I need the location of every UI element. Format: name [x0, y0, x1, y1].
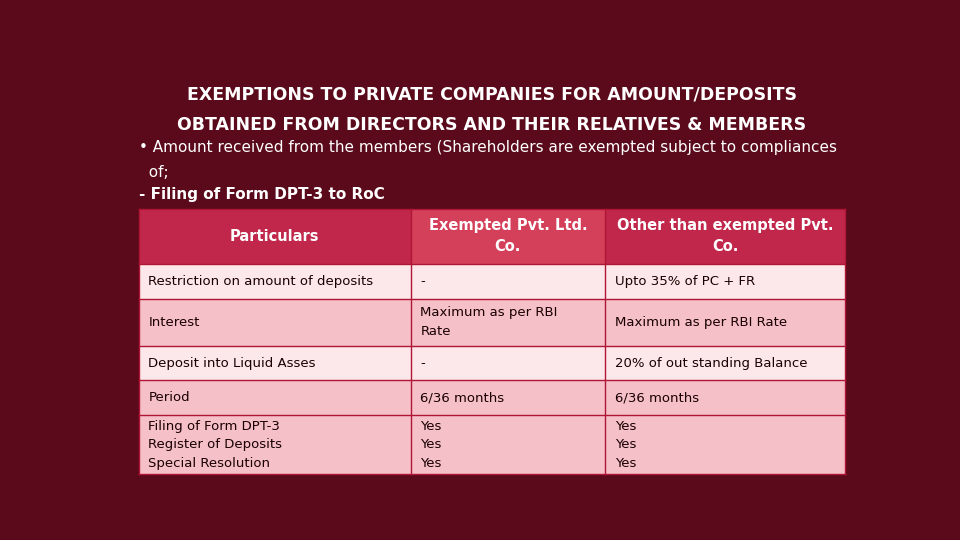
Text: Yes
Yes
Yes: Yes Yes Yes — [614, 420, 636, 470]
Bar — [605, 264, 846, 299]
Text: 6/36 months: 6/36 months — [420, 392, 505, 404]
Bar — [138, 381, 411, 415]
Bar — [411, 346, 605, 381]
Text: Maximum as per RBI
Rate: Maximum as per RBI Rate — [420, 307, 558, 338]
Text: of;: of; — [138, 165, 168, 180]
Bar — [411, 264, 605, 299]
Bar — [411, 415, 605, 475]
Text: Maximum as per RBI Rate: Maximum as per RBI Rate — [614, 316, 787, 329]
Bar — [605, 209, 846, 264]
Text: Interest: Interest — [148, 316, 200, 329]
Text: Restriction on amount of deposits: Restriction on amount of deposits — [148, 275, 373, 288]
Bar — [138, 264, 411, 299]
Bar — [411, 209, 605, 264]
Bar — [138, 415, 411, 475]
Text: Upto 35% of PC + FR: Upto 35% of PC + FR — [614, 275, 755, 288]
Text: Deposit into Liquid Asses: Deposit into Liquid Asses — [148, 356, 316, 369]
Bar — [411, 299, 605, 346]
Text: Other than exempted Pvt.
Co.: Other than exempted Pvt. Co. — [617, 218, 833, 254]
Bar — [605, 415, 846, 475]
Text: 6/36 months: 6/36 months — [614, 392, 699, 404]
Text: OBTAINED FROM DIRECTORS AND THEIR RELATIVES & MEMBERS: OBTAINED FROM DIRECTORS AND THEIR RELATI… — [178, 116, 806, 134]
Bar — [411, 381, 605, 415]
Text: -: - — [420, 356, 425, 369]
Bar — [605, 381, 846, 415]
Text: 20% of out standing Balance: 20% of out standing Balance — [614, 356, 807, 369]
Bar — [138, 346, 411, 381]
Text: Filing of Form DPT-3
Register of Deposits
Special Resolution: Filing of Form DPT-3 Register of Deposit… — [148, 420, 282, 470]
Text: Yes
Yes
Yes: Yes Yes Yes — [420, 420, 442, 470]
Text: Exempted Pvt. Ltd.
Co.: Exempted Pvt. Ltd. Co. — [428, 218, 588, 254]
Text: Particulars: Particulars — [229, 229, 320, 244]
Bar — [605, 299, 846, 346]
Text: • Amount received from the members (Shareholders are exempted subject to complia: • Amount received from the members (Shar… — [138, 140, 836, 154]
Text: Period: Period — [148, 392, 190, 404]
Bar — [138, 209, 411, 264]
Text: EXEMPTIONS TO PRIVATE COMPANIES FOR AMOUNT/DEPOSITS: EXEMPTIONS TO PRIVATE COMPANIES FOR AMOU… — [187, 85, 797, 103]
Text: - Filing of Form DPT-3 to RoC: - Filing of Form DPT-3 to RoC — [138, 187, 384, 201]
Text: -: - — [420, 275, 425, 288]
Bar — [605, 346, 846, 381]
Bar — [138, 299, 411, 346]
